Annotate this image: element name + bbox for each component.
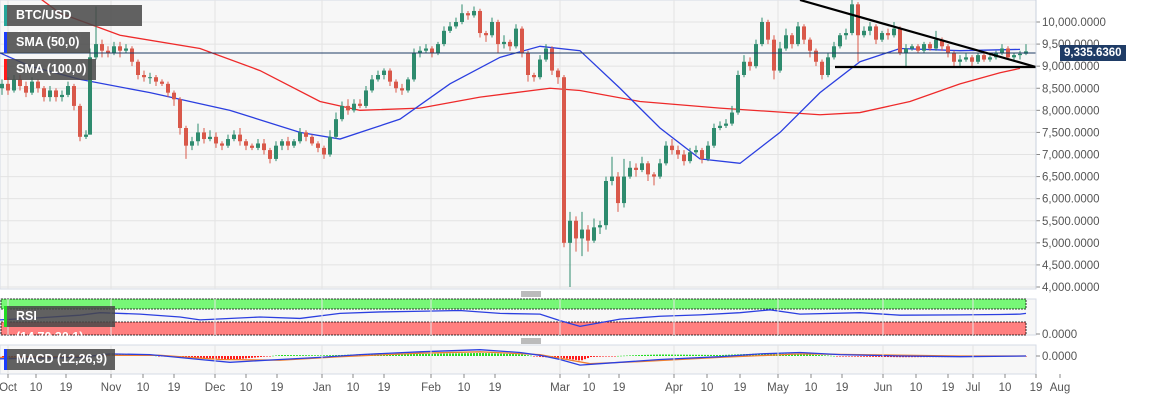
time-tick-label: 10 (137, 382, 150, 394)
rsi-legend[interactable]: RSI (14,70,30,1) (4, 306, 115, 344)
price-tick-label: 7,500.0000 (1042, 127, 1100, 139)
symbol-color-marker (4, 5, 7, 26)
sma50-label: SMA (50,0) (16, 35, 80, 49)
time-tick-label: Apr (665, 382, 683, 394)
price-tick-label: 7,000.0000 (1042, 150, 1100, 162)
macd-axis-label: 0.0000 (1042, 351, 1077, 363)
price-tick-label: 6,000.0000 (1042, 194, 1100, 206)
sma100-color-marker (4, 59, 7, 80)
time-tick-label: 19 (168, 382, 181, 394)
time-tick-label: 10 (583, 382, 596, 394)
time-tick-label: Aug (1050, 382, 1070, 394)
macd-color-marker (4, 349, 7, 370)
time-tick-label: 19 (60, 382, 73, 394)
panel-resize-handle[interactable] (521, 291, 541, 297)
time-tick-label: 10 (30, 382, 43, 394)
time-tick-label: 10 (701, 382, 714, 394)
time-tick-label: 10 (999, 382, 1012, 394)
time-tick-label: Mar (550, 382, 570, 394)
sma50-legend[interactable]: SMA (50,0) (4, 32, 90, 53)
descending-trendline[interactable] (799, 0, 1037, 69)
time-tick-label: 10 (805, 382, 818, 394)
time-tick-label: 19 (1030, 382, 1043, 394)
sma100-legend[interactable]: SMA (100,0) (4, 59, 96, 80)
time-tick-label: 19 (378, 382, 391, 394)
time-tick-label: 19 (271, 382, 284, 394)
rsi-oversold-band (0, 321, 1027, 336)
time-tick-label: Jun (874, 382, 893, 394)
time-tick-label: 10 (347, 382, 360, 394)
time-tick-label: Nov (101, 382, 122, 394)
time-tick-label: 10 (240, 382, 253, 394)
main-panel[interactable] (0, 0, 1037, 290)
sma50-color-marker (4, 32, 7, 53)
price-tick-label: 5,500.0000 (1042, 216, 1100, 228)
price-tick-label: 8,500.0000 (1042, 83, 1100, 95)
rsi-label: RSI (14,70,30,1) (16, 309, 84, 344)
time-tick-label: Dec (205, 382, 226, 394)
rsi-line (0, 309, 1027, 328)
price-tick-label: 9,000.0000 (1042, 61, 1100, 73)
macd-panel[interactable] (0, 344, 1037, 375)
time-axis[interactable]: Oct 10 19 Nov 10 19 Dec 10 19 Jan 10 19 Feb 10 19 Mar 10… (0, 299, 1070, 394)
price-tick-label: 4,000.0000 (1042, 282, 1100, 294)
macd-label: MACD (12,26,9) (16, 352, 107, 366)
price-tick-label: 4,500.0000 (1042, 260, 1100, 272)
price-axis[interactable]: 4,000.0000 4,500.0000 5,000.0000 5,500.0000… (1035, 0, 1106, 294)
macd-legend[interactable]: MACD (12,26,9) (4, 349, 115, 370)
macd-lines (0, 349, 1027, 366)
rsi-color-marker (4, 306, 7, 327)
time-tick-label: Jul (966, 382, 981, 394)
time-tick-label: 10 (910, 382, 923, 394)
panel-resize-handle[interactable] (521, 338, 541, 344)
price-tick-label: 10,000.0000 (1042, 17, 1106, 29)
rsi-axis-label: 0.0000 (1042, 329, 1077, 341)
time-tick-label: Jan (313, 382, 332, 394)
time-tick-label: Feb (421, 382, 441, 394)
time-tick-label: 19 (489, 382, 502, 394)
time-tick-label: 19 (836, 382, 849, 394)
time-tick-label: 19 (734, 382, 747, 394)
price-tick-label: 5,000.0000 (1042, 238, 1100, 250)
price-tick-label: 6,500.0000 (1042, 172, 1100, 184)
current-price-tag: 9,335.6360 (1060, 45, 1126, 61)
sma100-label: SMA (100,0) (16, 62, 87, 76)
time-tick-label: 19 (942, 382, 955, 394)
time-tick-label: 19 (613, 382, 626, 394)
sma-100-line (41, 0, 1021, 116)
rsi-overbought-band (0, 298, 1027, 310)
time-tick-label: May (767, 382, 789, 394)
time-tick-label: Oct (0, 382, 18, 394)
time-tick-label: 10 (458, 382, 471, 394)
price-tick-label: 8,000.0000 (1042, 105, 1100, 117)
symbol-legend[interactable]: BTC/USD (BITFINEX) (4, 5, 142, 43)
sma-50-line (0, 45, 1021, 165)
main-grid (0, 0, 1036, 289)
